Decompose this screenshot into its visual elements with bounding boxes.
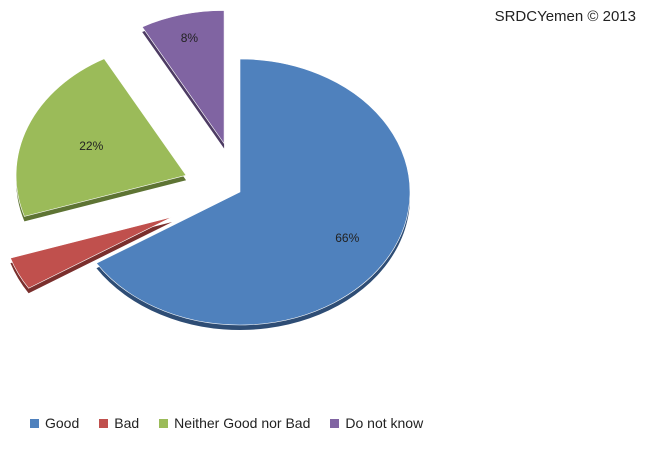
legend-item-bad: Bad bbox=[99, 415, 139, 431]
legend-label-good: Good bbox=[45, 415, 80, 431]
data-label-neither: 22% bbox=[79, 139, 103, 153]
legend-swatch-do-not-know bbox=[330, 418, 340, 428]
pie-slice-neither bbox=[15, 58, 187, 217]
data-label-do-not-know: 8% bbox=[181, 31, 199, 45]
legend-swatch-neither bbox=[159, 418, 169, 428]
legend-item-neither: Neither Good nor Bad bbox=[159, 415, 310, 431]
legend-item-good: Good bbox=[30, 415, 79, 431]
pie-slice-bad bbox=[10, 216, 173, 289]
pie-slice-do-not-know bbox=[141, 10, 225, 145]
watermark-text: SRDCYemen © 2013 bbox=[494, 8, 636, 25]
legend-label-bad: Bad bbox=[114, 415, 140, 431]
legend-label-do-not-know: Do not know bbox=[345, 415, 424, 431]
legend-swatch-good bbox=[30, 418, 39, 428]
legend-label-neither: Neither Good nor Bad bbox=[174, 415, 311, 431]
legend-item-do-not-know: Do not know bbox=[330, 415, 423, 431]
legend-swatch-bad bbox=[99, 418, 109, 428]
pie-slice-good bbox=[95, 58, 411, 326]
legend: Good Bad Neither Good nor Bad Do not kno… bbox=[30, 415, 443, 431]
data-label-good: 66% bbox=[335, 231, 359, 245]
